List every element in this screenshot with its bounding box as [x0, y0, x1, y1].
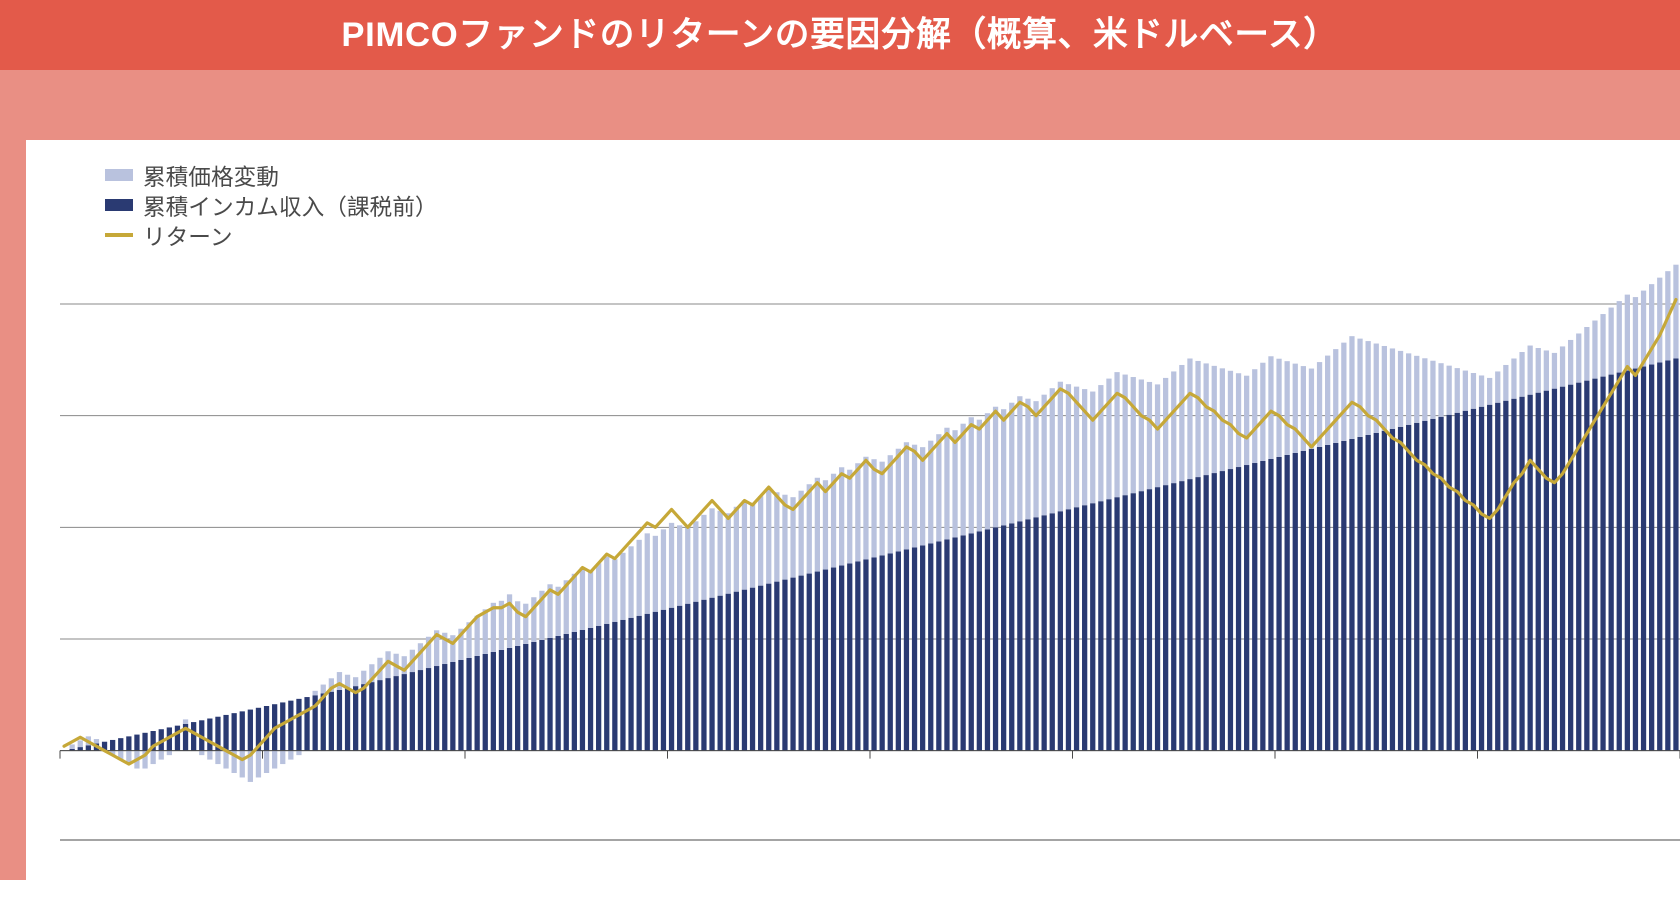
legend-label: 累積価格変動 [143, 159, 279, 192]
figure-root: PIMCOファンドのリターンの要因分解（概算、米ドルベース） 累積価格変動累積イ… [0, 0, 1680, 920]
legend-item: 累積価格変動 [105, 160, 438, 190]
legend-rect-swatch [105, 199, 133, 211]
chart-title: PIMCOファンドのリターンの要因分解（概算、米ドルベース） [341, 16, 1338, 54]
legend-line-swatch [105, 233, 133, 237]
legend-label: リターン [143, 219, 233, 252]
legend: 累積価格変動累積インカム収入（課税前）リターン [105, 160, 438, 250]
legend-item: リターン [105, 220, 438, 250]
accent-band [0, 70, 1680, 140]
chart-svg [0, 140, 1680, 880]
legend-rect-swatch [105, 169, 133, 181]
chart-area: 累積価格変動累積インカム収入（課税前）リターン [0, 140, 1680, 880]
legend-item: 累積インカム収入（課税前） [105, 190, 438, 220]
chart-title-bar: PIMCOファンドのリターンの要因分解（概算、米ドルベース） [0, 0, 1680, 70]
legend-label: 累積インカム収入（課税前） [143, 189, 438, 222]
